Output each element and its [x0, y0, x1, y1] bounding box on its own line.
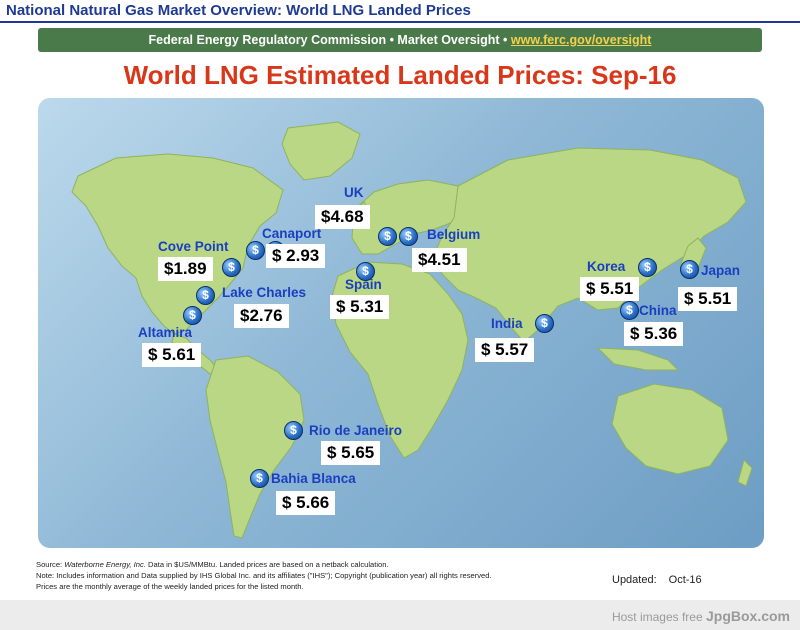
location-label-cove-point: Cove Point — [158, 239, 229, 254]
oversight-link[interactable]: www.ferc.gov/oversight — [510, 33, 652, 47]
price-rio-de-janeiro: $ 5.65 — [321, 441, 381, 465]
page-title: National Natural Gas Market Overview: Wo… — [6, 2, 471, 19]
org-line: Federal Energy Regulatory Commission • M… — [148, 33, 508, 47]
location-label-china: China — [639, 303, 677, 318]
australia-shape — [611, 383, 729, 475]
canaport-pin-icon[interactable]: $ — [246, 241, 265, 260]
location-label-spain: Spain — [345, 277, 382, 292]
north-america-shape — [71, 153, 284, 335]
price-uk: $4.68 — [315, 205, 370, 229]
belgium-pin-icon[interactable]: $ — [399, 227, 418, 246]
price-cove-point: $1.89 — [158, 257, 213, 281]
location-label-lake-charles: Lake Charles — [222, 285, 307, 300]
host-label: Host images free — [611, 610, 706, 624]
price-korea: $ 5.51 — [580, 277, 640, 301]
korea-pin-icon[interactable]: $ — [638, 258, 657, 277]
price-bahia-blanca: $ 5.66 — [276, 491, 336, 515]
ihs-note: Note: Includes information and Data supp… — [36, 571, 492, 580]
spain-pin-icon[interactable]: $ — [356, 262, 375, 281]
org-banner: Federal Energy Regulatory Commission • M… — [38, 28, 762, 52]
south-america-shape — [205, 355, 305, 539]
uk-pin-icon[interactable]: $ — [378, 227, 397, 246]
location-label-uk: UK — [344, 185, 364, 200]
source-note: Source: Waterborne Energy, Inc. Data in … — [36, 560, 389, 569]
japan-pin-icon[interactable]: $ — [680, 260, 699, 279]
rio-de-janeiro-pin-icon[interactable]: $ — [284, 421, 303, 440]
header-rule — [0, 21, 800, 23]
indonesia-shape — [596, 347, 680, 371]
location-label-rio-de-janeiro: Rio de Janeiro — [309, 423, 403, 438]
location-label-bahia-blanca: Bahia Blanca — [271, 471, 356, 486]
location-label-japan: Japan — [701, 263, 741, 278]
updated-value: Oct-16 — [668, 574, 702, 586]
location-label-canaport: Canaport — [262, 226, 322, 241]
host-brand[interactable]: JpgBox.com — [705, 608, 790, 624]
world-map: $ $ $ $ $ $ $ $ $ $ $ $ $ $ UK Belgium C… — [38, 98, 764, 548]
greenland-shape — [281, 121, 361, 181]
location-label-altamira: Altamira — [138, 325, 193, 340]
prices-note: Prices are the monthly average of the we… — [36, 582, 304, 591]
location-label-korea: Korea — [587, 259, 626, 274]
host-text: Host images free JpgBox.com — [612, 608, 790, 624]
location-label-india: India — [491, 316, 523, 331]
price-altamira: $ 5.61 — [142, 343, 202, 367]
price-canaport: $ 2.93 — [266, 244, 326, 268]
price-spain: $ 5.31 — [330, 295, 390, 319]
india-pin-icon[interactable]: $ — [535, 314, 554, 333]
location-label-belgium: Belgium — [427, 227, 481, 242]
price-lake-charles: $2.76 — [234, 304, 289, 328]
updated-stamp: Updated: Oct-16 — [612, 574, 702, 586]
updated-label: Updated: — [612, 574, 657, 586]
lake-charles-pin-icon[interactable]: $ — [196, 286, 215, 305]
china-pin-icon[interactable]: $ — [620, 301, 639, 320]
new-zealand-shape — [737, 459, 753, 487]
host-bar: Host images free JpgBox.com — [0, 600, 800, 630]
asia-shape — [433, 147, 747, 343]
map-title: World LNG Estimated Landed Prices: Sep-1… — [123, 60, 677, 90]
price-china: $ 5.36 — [624, 322, 684, 346]
source-rest: Data in $US/MMBtu. Landed prices are bas… — [145, 560, 389, 569]
cove-point-pin-icon[interactable]: $ — [222, 258, 241, 277]
price-india: $ 5.57 — [475, 338, 535, 362]
price-belgium: $4.51 — [412, 248, 467, 272]
price-japan: $ 5.51 — [678, 287, 738, 311]
header-bar: National Natural Gas Market Overview: Wo… — [0, 0, 800, 24]
source-prefix: Source: — [36, 560, 65, 569]
source-name: Waterborne Energy, Inc. — [64, 560, 146, 569]
bahia-blanca-pin-icon[interactable]: $ — [250, 469, 269, 488]
altamira-pin-icon[interactable]: $ — [183, 306, 202, 325]
